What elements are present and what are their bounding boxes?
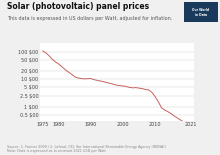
Text: This data is expressed in US dollars per Watt, adjusted for inflation.: This data is expressed in US dollars per… <box>7 16 172 21</box>
Text: Source: 1. Farmer 2009 / 2. Lafond, CKL (for International Renewable Energy Agen: Source: 1. Farmer 2009 / 2. Lafond, CKL … <box>7 145 165 153</box>
Text: Solar (photovoltaic) panel prices: Solar (photovoltaic) panel prices <box>7 2 149 11</box>
Text: Our World
in Data: Our World in Data <box>192 8 209 17</box>
